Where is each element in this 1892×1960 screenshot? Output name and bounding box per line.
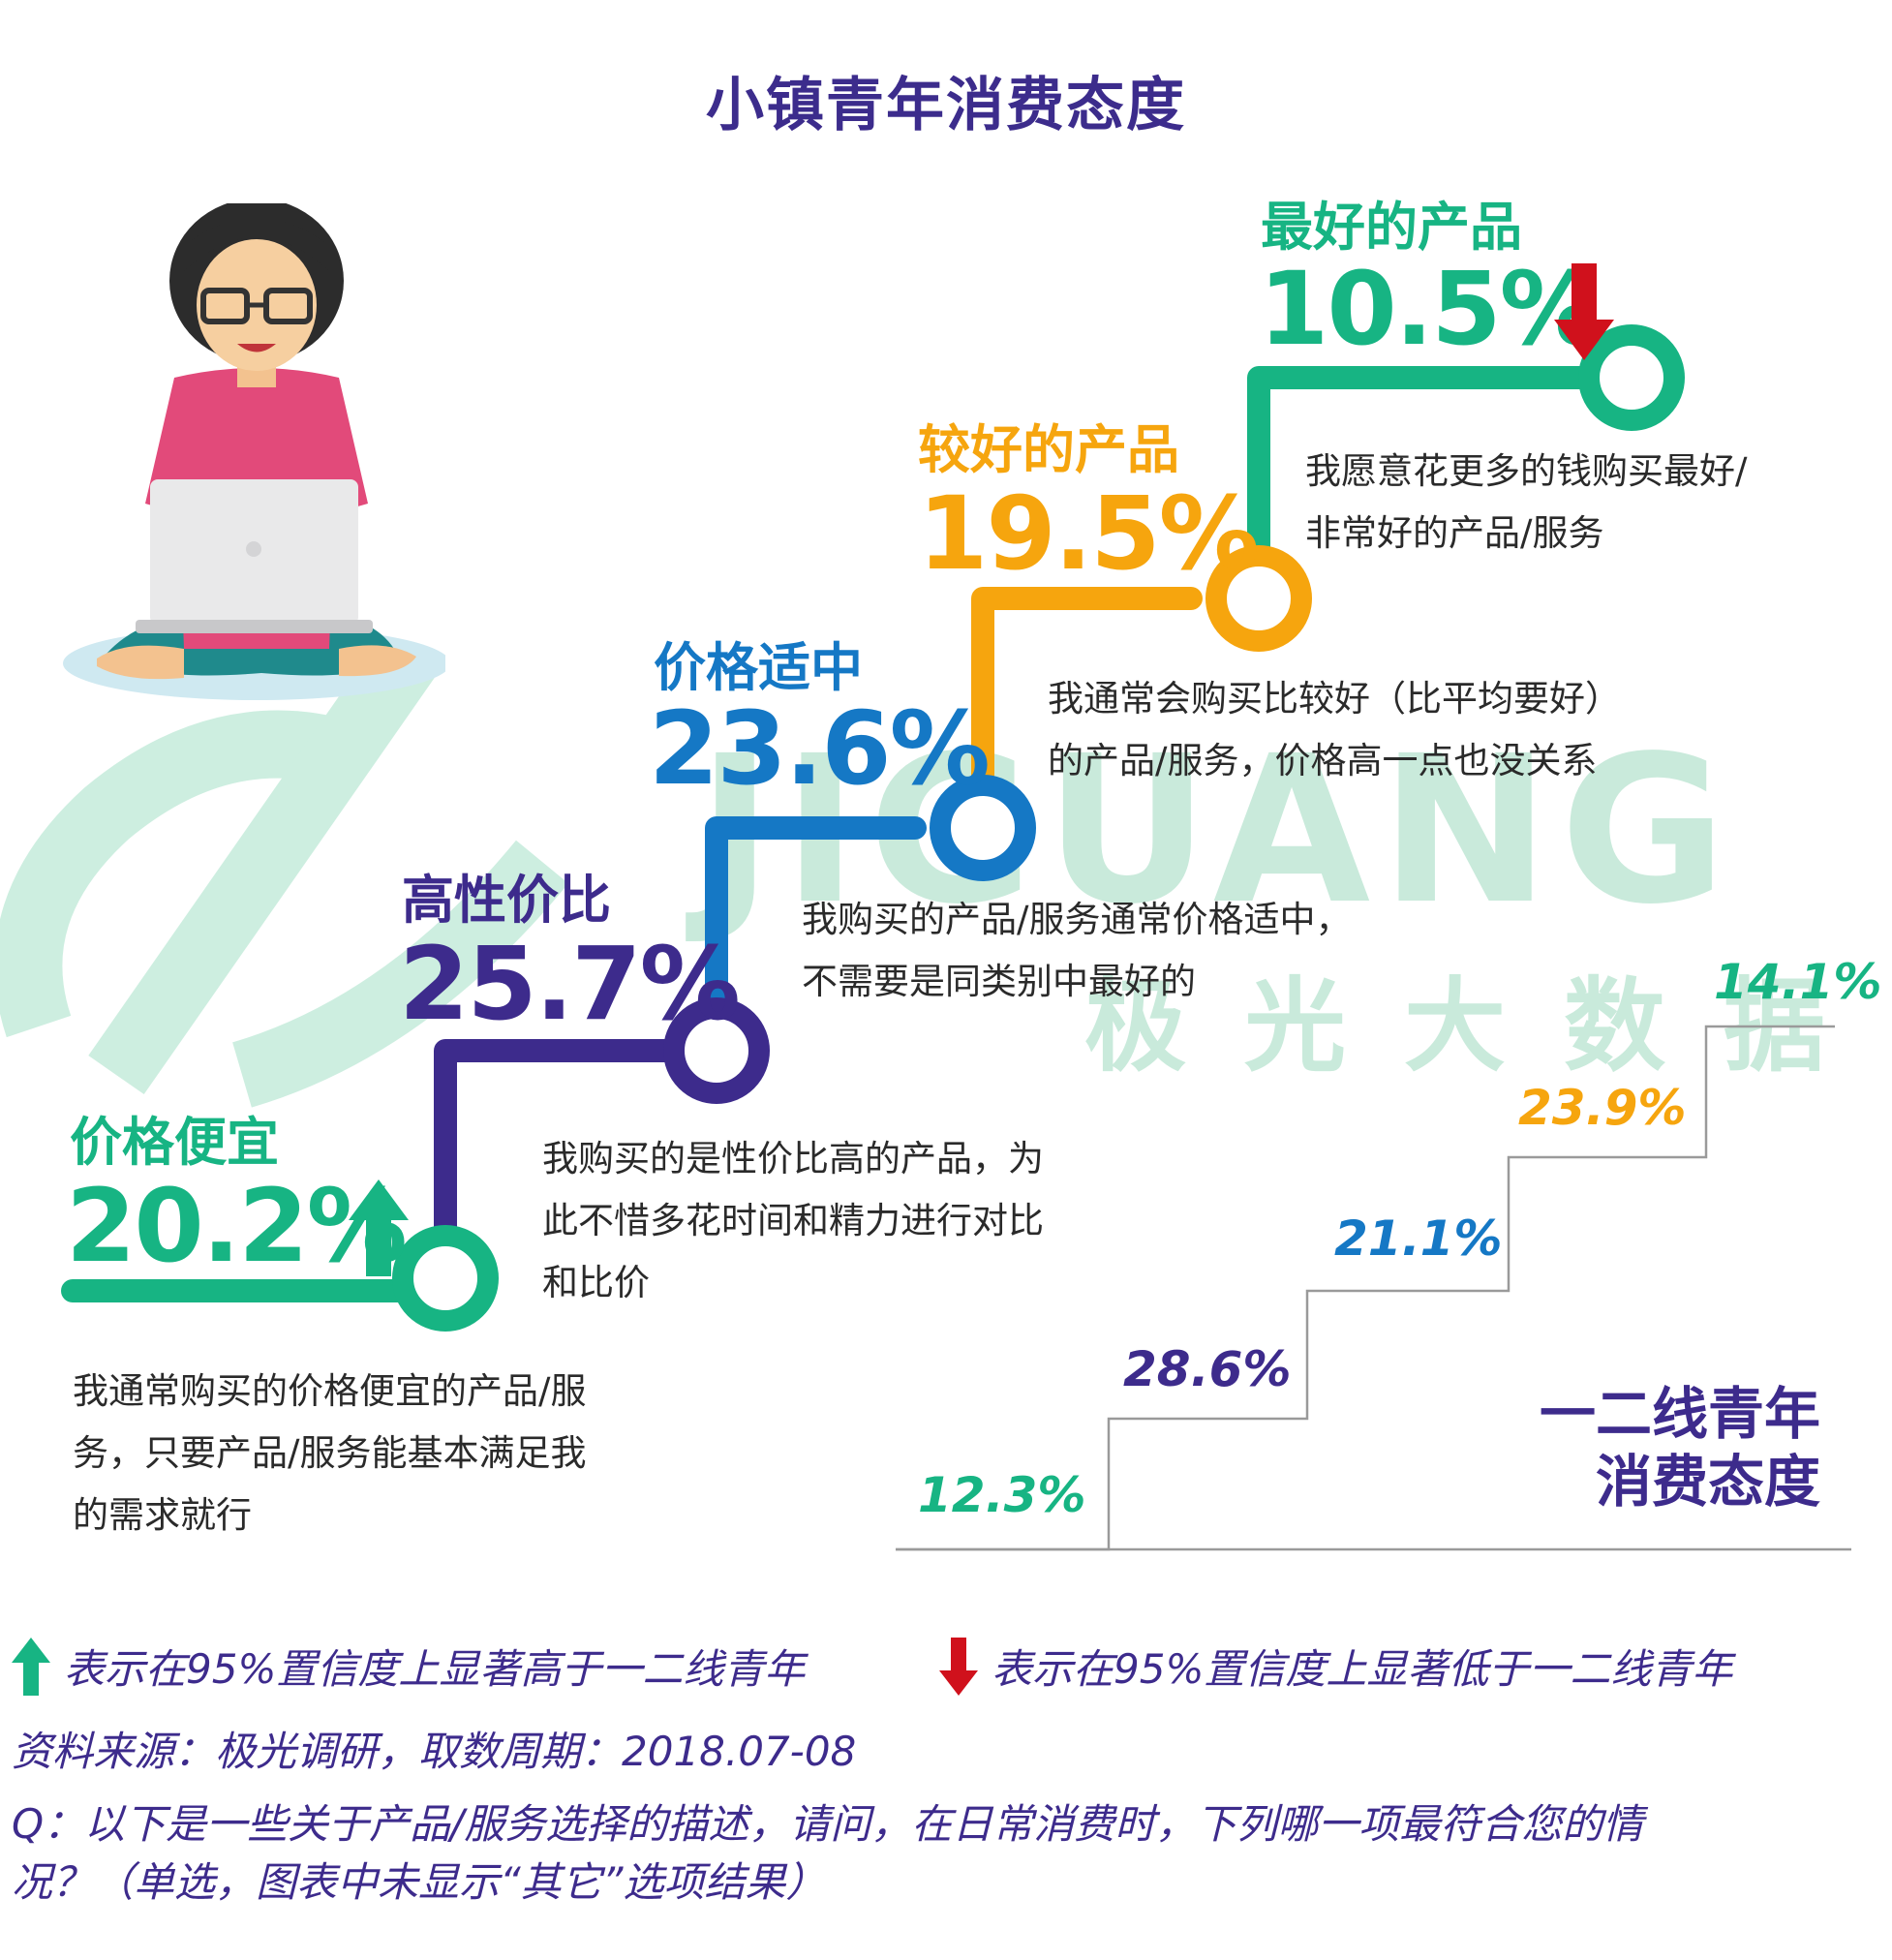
comparison-label: 一二线青年 消费态度 bbox=[1511, 1380, 1820, 1516]
category-value-for-money: 高性价比 bbox=[402, 870, 611, 931]
category-moderate-price: 价格适中 bbox=[654, 637, 863, 698]
down-arrow-icon bbox=[1554, 263, 1614, 360]
legend-down-arrow-icon bbox=[939, 1637, 978, 1696]
up-arrow-icon bbox=[349, 1179, 409, 1276]
step-node-5 bbox=[1578, 324, 1685, 431]
step-node-4 bbox=[1205, 545, 1312, 652]
value-best-products: 10.5% bbox=[1259, 250, 1601, 368]
step-line-orange bbox=[971, 587, 1203, 786]
legend-down-text: 表示在95%置信度上显著低于一二线青年 bbox=[992, 1645, 1733, 1693]
desc-better-products-2: 的产品/服务，价格高一点也没关系 bbox=[1048, 740, 1598, 781]
page-title: 小镇青年消费态度 bbox=[706, 72, 1186, 139]
desc-value-for-money-3: 和比价 bbox=[542, 1262, 650, 1303]
question-note-line2: 况？（单选，图表中未显示“其它”选项结果） bbox=[12, 1858, 827, 1906]
desc-moderate-price-2: 不需要是同类别中最好的 bbox=[802, 961, 1196, 1002]
source-note: 资料来源：极光调研，取数周期：2018.07-08 bbox=[12, 1728, 857, 1775]
value-better-products: 19.5% bbox=[918, 475, 1260, 593]
step-node-1 bbox=[392, 1225, 499, 1332]
desc-price-cheap-1: 我通常购买的价格便宜的产品/服 bbox=[73, 1370, 587, 1412]
legend-up-arrow-icon bbox=[12, 1637, 50, 1696]
desc-best-products-2: 非常好的产品/服务 bbox=[1305, 512, 1604, 554]
legend-up-text: 表示在95%置信度上显著高于一二线青年 bbox=[64, 1645, 806, 1693]
step-line-purple bbox=[434, 1039, 689, 1290]
value-price-cheap: 20.2% bbox=[66, 1167, 408, 1285]
comparison-value-price-cheap: 12.3% bbox=[918, 1467, 1086, 1523]
desc-value-for-money-1: 我购买的是性价比高的产品，为 bbox=[542, 1138, 1044, 1179]
category-price-cheap: 价格便宜 bbox=[70, 1112, 279, 1173]
desc-price-cheap-2: 务，只要产品/服务能基本满足我 bbox=[73, 1432, 587, 1474]
value-moderate-price: 23.6% bbox=[649, 689, 991, 808]
comparison-value-value-for-money: 28.6% bbox=[1123, 1341, 1292, 1397]
desc-price-cheap-3: 的需求就行 bbox=[73, 1494, 252, 1536]
legend-up: 表示在95%置信度上显著高于一二线青年 bbox=[12, 1637, 805, 1696]
girl-with-laptop-illustration bbox=[63, 203, 445, 700]
watermark-cn: 极光大数据 bbox=[1084, 967, 1884, 1086]
comparison-value-better-products: 23.9% bbox=[1518, 1080, 1687, 1136]
category-better-products: 较好的产品 bbox=[918, 419, 1179, 480]
category-best-products: 最好的产品 bbox=[1261, 197, 1522, 258]
desc-best-products-1: 我愿意花更多的钱购买最好/ bbox=[1305, 450, 1748, 492]
comparison-value-best-products: 14.1% bbox=[1714, 954, 1882, 1010]
step-line-green-high bbox=[1247, 366, 1600, 568]
value-value-for-money: 25.7% bbox=[399, 925, 741, 1043]
step-node-3 bbox=[930, 775, 1036, 881]
step-line-blue bbox=[705, 816, 927, 1019]
comparison-value-moderate-price: 21.1% bbox=[1334, 1210, 1503, 1267]
watermark-logo bbox=[0, 638, 569, 1108]
step-node-2 bbox=[663, 997, 770, 1104]
comparison-label-line1: 一二线青年 bbox=[1539, 1381, 1820, 1447]
desc-value-for-money-2: 此不惜多花时间和精力进行对比 bbox=[542, 1200, 1044, 1241]
question-note-line1: Q：以下是一些关于产品/服务选择的描述，请问，在日常消费时，下列哪一项最符合您的… bbox=[12, 1800, 1644, 1848]
desc-better-products-1: 我通常会购买比较好（比平均要好） bbox=[1048, 678, 1621, 720]
legend-down: 表示在95%置信度上显著低于一二线青年 bbox=[939, 1637, 1732, 1696]
desc-moderate-price-1: 我购买的产品/服务通常价格适中， bbox=[802, 899, 1352, 940]
comparison-label-line2: 消费态度 bbox=[1595, 1449, 1820, 1515]
